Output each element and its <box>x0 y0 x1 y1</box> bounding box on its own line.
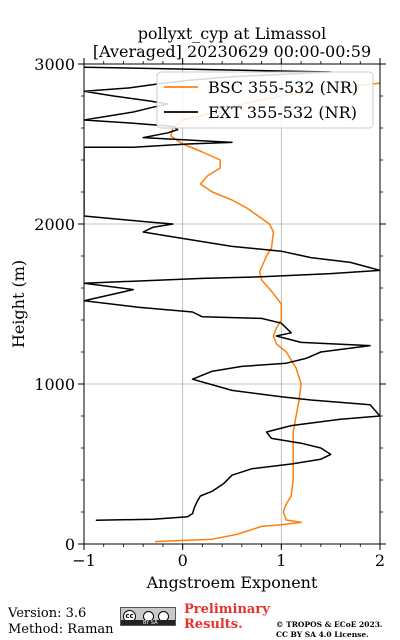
preliminary-line-2: Results. <box>184 617 243 632</box>
preliminary-notice: Preliminary Results. <box>184 602 270 632</box>
copyright-notice: © TROPOS & ECoE 2023. CC BY SA 4.0 Licen… <box>276 620 383 640</box>
series-line-0 <box>154 82 380 543</box>
series-lines <box>84 66 380 543</box>
x-tick-label: 1 <box>276 551 286 570</box>
x-tick-label: −1 <box>72 551 96 570</box>
legend-label-1: EXT 355-532 (NR) <box>208 103 357 122</box>
version-info: Version: 3.6 Method: Raman <box>8 606 114 638</box>
chart-subtitle: [Averaged] 20230629 00:00-00:59 <box>93 42 371 61</box>
y-axis-label: Height (m) <box>9 260 28 348</box>
y-tick-label: 2000 <box>34 215 75 234</box>
preliminary-line-1: Preliminary <box>184 602 270 617</box>
grid-lines <box>83 63 381 545</box>
angstroem-exponent-chart: pollyxt_cyp at Limassol [Averaged] 20230… <box>9 24 386 592</box>
method-text: Method: Raman <box>8 622 114 637</box>
chart-title: pollyxt_cyp at Limassol <box>138 24 327 43</box>
cc-license-icon: cc BY SA <box>120 607 176 626</box>
x-tick-label: 2 <box>375 551 385 570</box>
y-tick-label: 1000 <box>34 375 75 394</box>
x-axis-label: Angstroem Exponent <box>146 573 318 592</box>
legend-label-0: BSC 355-532 (NR) <box>208 78 358 97</box>
legend-box <box>156 71 374 129</box>
axes-frame <box>83 63 381 545</box>
copyright-line-1: © TROPOS & ECoE 2023. <box>276 620 383 629</box>
plot-frame <box>83 63 381 545</box>
y-tick-label: 3000 <box>34 55 75 74</box>
x-tick-label: 0 <box>178 551 188 570</box>
copyright-line-2: CC BY SA 4.0 License. <box>276 630 369 639</box>
y-tick-label: 0 <box>65 535 75 554</box>
legend: BSC 355-532 (NR) EXT 355-532 (NR) <box>156 71 374 129</box>
series-line-1 <box>84 66 380 522</box>
version-text: Version: 3.6 <box>8 606 87 621</box>
